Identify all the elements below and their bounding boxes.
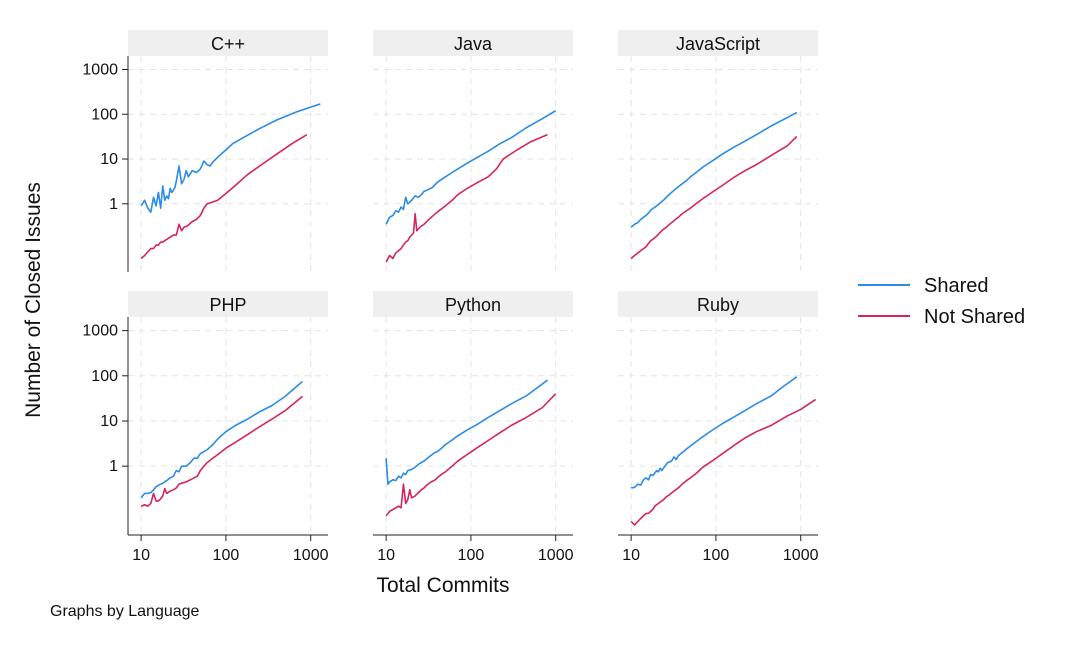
y-tick-label: 10 [100, 413, 118, 430]
series-line-not-shared-python [385, 393, 557, 517]
legend-label-not-shared: Not Shared [924, 306, 1025, 328]
series-line-not-shared-javascript [630, 135, 798, 260]
y-tick-label: 100 [91, 106, 118, 123]
series-line-shared-java [385, 110, 557, 225]
panel-title-php: PHP [209, 295, 246, 315]
graphs-by-note: Graphs by Language [50, 603, 200, 620]
y-tick-label: 100 [91, 368, 118, 385]
series-line-not-shared-ruby [630, 398, 817, 526]
series-line-shared-python [385, 379, 548, 485]
legend-label-shared: Shared [924, 275, 989, 297]
y-tick-label: 1000 [82, 61, 118, 78]
x-tick-label: 1000 [538, 547, 574, 564]
panel-strip-ruby [618, 291, 818, 317]
x-tick-label: 100 [703, 547, 730, 564]
chart-panels: C++ 1 10 100 1000 Java JavaScript PHP 1 10 100 1000… [82, 30, 819, 564]
panel-python: Python 10 100 1000 [373, 291, 574, 564]
panel-title-python: Python [445, 295, 501, 315]
series-line-not-shared-cpp [140, 133, 308, 260]
y-axis-title: Number of Closed Issues [22, 182, 45, 418]
x-tick-label: 1000 [783, 547, 819, 564]
panel-title-cpp: C++ [211, 34, 245, 54]
x-axis-title: Total Commits [376, 574, 509, 597]
y-tick-label: 1 [109, 458, 118, 475]
panel-title-ruby: Ruby [697, 295, 739, 315]
y-tick-label: 1000 [82, 323, 118, 340]
y-tick-label: 10 [100, 151, 118, 168]
x-tick-label: 10 [377, 547, 395, 564]
series-line-shared-cpp [140, 103, 321, 213]
panel-strip-cpp [128, 30, 328, 56]
legend: Shared Not Shared [858, 275, 1025, 328]
panel-strip-php [128, 291, 328, 317]
series-line-not-shared-java [385, 133, 548, 263]
panel-php: PHP 1 10 100 1000 10 100 1000 [82, 291, 329, 564]
panel-java: Java [373, 30, 573, 272]
panel-ruby: Ruby 10 100 1000 [618, 291, 819, 564]
series-line-shared-php [140, 380, 304, 499]
panel-title-java: Java [454, 34, 493, 54]
panel-strip-java [373, 30, 573, 56]
x-tick-label: 10 [132, 547, 150, 564]
x-tick-label: 10 [622, 547, 640, 564]
x-tick-label: 1000 [293, 547, 329, 564]
series-line-shared-ruby [630, 376, 798, 489]
panel-strip-javascript [618, 30, 818, 56]
panel-javascript: JavaScript [618, 30, 818, 272]
series-line-shared-javascript [630, 111, 798, 228]
panel-strip-python [373, 291, 573, 317]
y-tick-label: 1 [109, 196, 118, 213]
panel-title-javascript: JavaScript [676, 34, 760, 54]
series-line-not-shared-php [140, 395, 303, 508]
panel-cpp: C++ 1 10 100 1000 [82, 30, 328, 272]
x-tick-label: 100 [458, 547, 485, 564]
x-tick-label: 100 [213, 547, 240, 564]
